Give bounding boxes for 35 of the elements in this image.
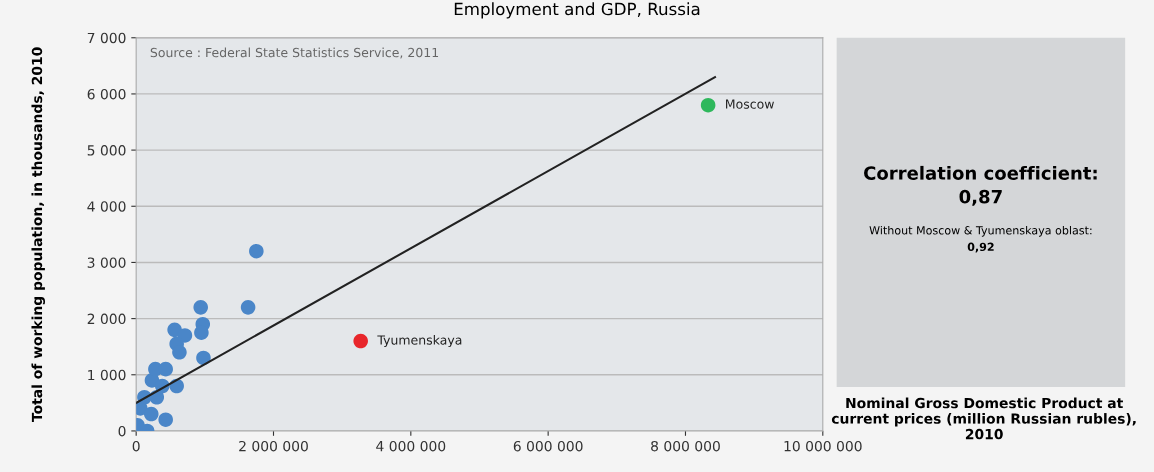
y-tick-label: 2 000: [87, 313, 126, 325]
point: [240, 300, 256, 315]
point: [353, 333, 368, 349]
x-axis-title: Nominal Gross Domestic Product at current prices (million Russian rubles), 2010: [831, 397, 1136, 440]
x-tick-label: 10 000 000: [784, 440, 862, 452]
text: 0,92: [967, 242, 994, 253]
point: [194, 325, 209, 340]
x-tick-label: 6 000 000: [513, 440, 583, 452]
text: 0,87: [959, 189, 1002, 206]
point: [143, 406, 159, 422]
x-tick-label: 0: [132, 440, 140, 452]
x-tick-label: 4 000 000: [376, 440, 446, 452]
y-tick-label: 3 000: [87, 257, 126, 268]
y-tick-label: 0: [118, 425, 126, 437]
x-tick-label: 8 000 000: [651, 440, 720, 452]
point: [158, 412, 173, 427]
annotation: Source : Federal State Statistics Service, 2011: [150, 47, 439, 59]
y-tick-label: 6 000: [87, 88, 126, 100]
y-tick-label: 1 000: [88, 369, 126, 381]
point: [249, 243, 264, 259]
point: [172, 345, 187, 360]
x-tick-label: 2 000 000: [239, 440, 308, 452]
y-tick-label: 7 000: [87, 32, 126, 44]
y-axis-title: Total of working population, in thousands, 2010: [31, 47, 46, 422]
y-tick-label: 4 000: [87, 201, 126, 212]
point: [193, 300, 208, 315]
text: Correlation coefficient:: [864, 165, 1097, 180]
chart-title: Employment and GDP, Russia: [454, 2, 700, 19]
text: Without Moscow & Tyumenskaya oblast:: [869, 225, 1092, 237]
y-tick-label: 5 000: [87, 145, 126, 156]
series-label: Moscow: [726, 99, 774, 109]
series-label: Tyumenskaya: [377, 335, 462, 348]
point: [158, 361, 173, 377]
point: [177, 328, 193, 343]
point: [700, 97, 716, 113]
